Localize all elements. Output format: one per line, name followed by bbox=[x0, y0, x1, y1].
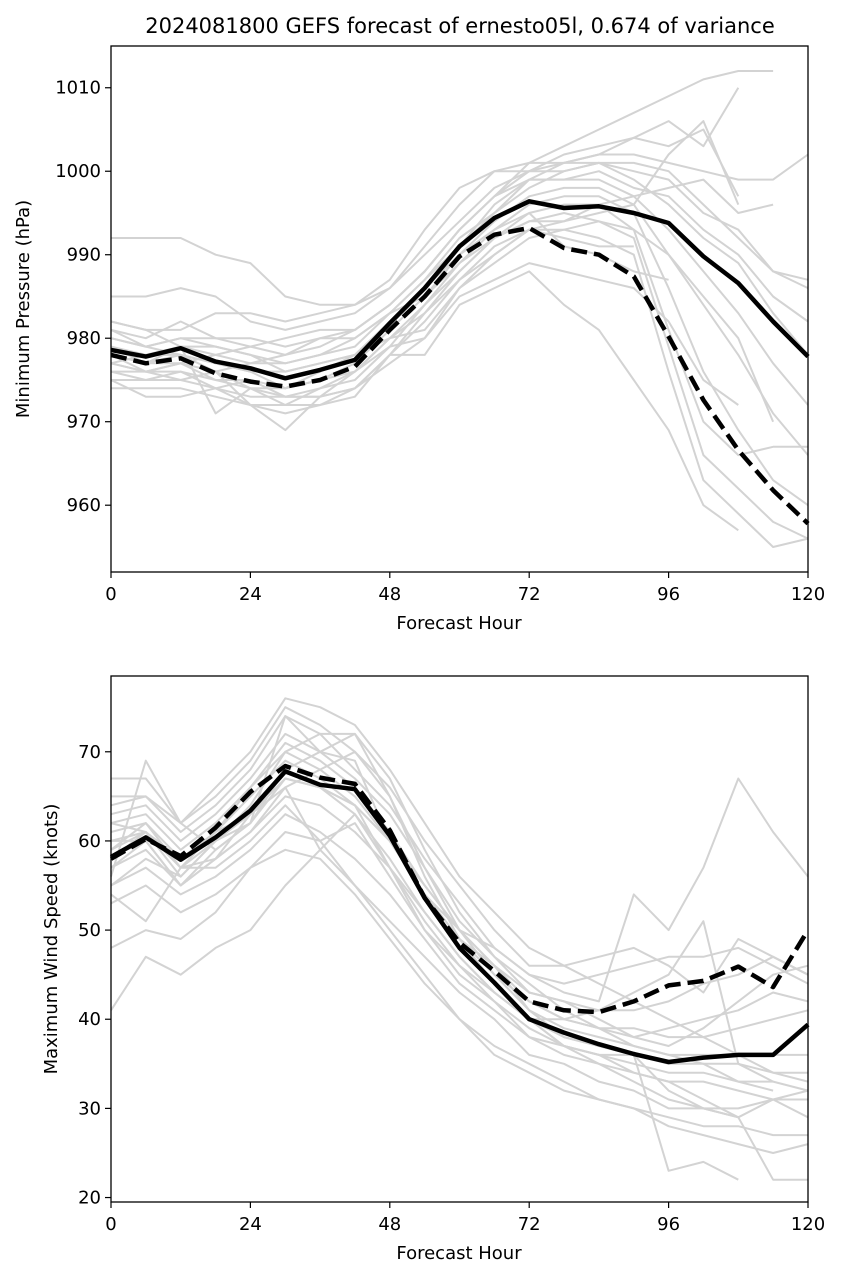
pressure-ticks: 0 24 48 72 96 120 960 970 980 990 1000 1010 bbox=[55, 78, 825, 605]
wind-dashed-mean-line bbox=[109, 763, 810, 1015]
wind-ensemble-member-4 bbox=[110, 813, 808, 1101]
wind-ensemble-member-10 bbox=[110, 715, 809, 985]
wind-ensemble-member-16 bbox=[110, 804, 808, 1181]
pressure-ensemble-member-14 bbox=[110, 128, 740, 365]
pressure-ensemble-member-1 bbox=[111, 153, 809, 306]
pressure-y-tick-label: 1000 bbox=[55, 161, 101, 182]
wind-y-tick-label: 30 bbox=[78, 1098, 101, 1119]
pressure-ensemble-member-16 bbox=[110, 220, 775, 423]
pressure-ensemble-member-18 bbox=[110, 270, 739, 532]
wind-y-axis-label: Maximum Wind Speed (knots) bbox=[41, 804, 62, 1075]
wind-plot-frame bbox=[110, 675, 809, 1203]
pressure-x-axis-label: Forecast Hour bbox=[396, 613, 522, 634]
wind-y-tick-label: 70 bbox=[78, 742, 101, 763]
pressure-y-tick-label: 1010 bbox=[55, 78, 101, 99]
wind-ensemble-member-2 bbox=[110, 848, 808, 1137]
wind-y-tick-label: 40 bbox=[78, 1009, 101, 1030]
pressure-y-axis-label: Minimum Pressure (hPa) bbox=[13, 200, 34, 418]
wind-mean-lines bbox=[109, 763, 810, 1065]
pressure-panel: Forecast Hour Minimum Pressure (hPa) 0 24… bbox=[13, 45, 825, 634]
pressure-dashed-mean-line bbox=[110, 225, 810, 526]
pressure-x-tick-label: 96 bbox=[657, 584, 680, 605]
wind-x-tick-label: 24 bbox=[239, 1214, 262, 1235]
wind-y-tick-label: 60 bbox=[78, 831, 101, 852]
pressure-x-tick-label: 72 bbox=[518, 584, 541, 605]
wind-x-axis-label: Forecast Hour bbox=[396, 1243, 522, 1264]
pressure-plot-frame bbox=[110, 45, 809, 573]
wind-y-tick-label: 20 bbox=[78, 1188, 101, 1209]
wind-x-tick-label: 120 bbox=[791, 1214, 825, 1235]
wind-ticks: 0 24 48 72 96 120 20 30 40 50 60 70 bbox=[78, 742, 825, 1235]
wind-panel: Forecast Hour Maximum Wind Speed (knots)… bbox=[41, 675, 825, 1264]
pressure-x-tick-label: 0 bbox=[105, 584, 116, 605]
pressure-x-tick-label: 120 bbox=[791, 584, 825, 605]
wind-ensemble-member-3 bbox=[110, 831, 809, 1110]
wind-x-tick-label: 96 bbox=[657, 1214, 680, 1235]
wind-ensemble-member-20 bbox=[110, 732, 774, 1092]
wind-ensemble-member-12 bbox=[111, 697, 809, 1083]
pressure-y-tick-label: 990 bbox=[67, 245, 101, 266]
pressure-x-tick-label: 48 bbox=[378, 584, 401, 605]
pressure-ensemble-member-10 bbox=[111, 212, 809, 540]
wind-x-tick-label: 72 bbox=[518, 1214, 541, 1235]
wind-x-tick-label: 0 bbox=[105, 1214, 116, 1235]
wind-ensemble-member-15 bbox=[110, 786, 774, 1083]
wind-ensemble-member-9 bbox=[110, 732, 809, 1012]
pressure-ensemble-member-3 bbox=[110, 161, 809, 331]
wind-solid-mean-line bbox=[109, 769, 810, 1065]
wind-y-tick-label: 50 bbox=[78, 920, 101, 941]
pressure-mean-lines bbox=[110, 199, 810, 526]
pressure-y-tick-label: 980 bbox=[67, 328, 101, 349]
wind-ensemble-member-21 bbox=[110, 777, 809, 1039]
pressure-ensemble-member-19 bbox=[110, 228, 634, 432]
pressure-y-tick-label: 960 bbox=[67, 495, 101, 516]
wind-x-tick-label: 48 bbox=[378, 1214, 401, 1235]
chart-title: 2024081800 GEFS forecast of ernesto05l, … bbox=[145, 14, 775, 38]
pressure-y-tick-label: 970 bbox=[67, 412, 101, 433]
pressure-x-tick-label: 24 bbox=[239, 584, 262, 605]
pressure-solid-mean-line bbox=[110, 199, 810, 381]
pressure-ensemble-member-2 bbox=[111, 161, 809, 331]
